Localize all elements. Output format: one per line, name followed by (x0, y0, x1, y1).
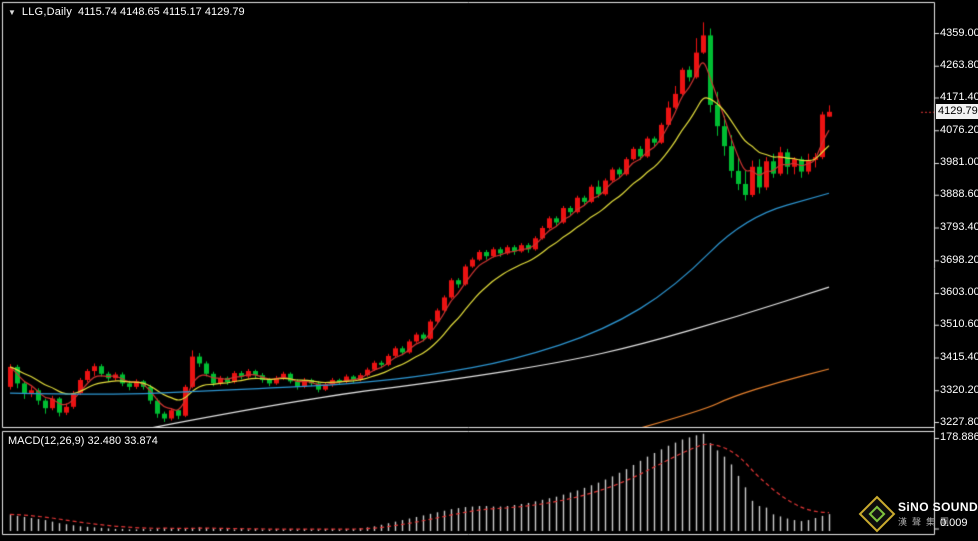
symbol-period-label: LLG,Daily (21, 6, 73, 18)
price-axis-label: 4263.80 (940, 59, 978, 72)
price-axis-label: 4359.00 (940, 26, 978, 39)
symbol-header: ▼ LLG,Daily 4115.74 4148.65 4115.17 4129… (8, 6, 245, 18)
price-axis-label: 4076.20 (940, 123, 978, 136)
ohlc-values: 4115.74 4148.65 4115.17 4129.79 (78, 6, 245, 18)
sino-sound-logo: SiNO SOUND 漢聲集團 (858, 492, 978, 536)
logo-brand-chinese: 漢聲集團 (898, 517, 955, 527)
logo-diamond-icon (858, 495, 896, 533)
price-axis-label: 3793.40 (940, 221, 978, 233)
price-axis-label: 3698.20 (940, 253, 978, 266)
price-axis[interactable]: 4359.00 4263.80 4171.40 4076.20 3981.00 3888.… (940, 0, 978, 541)
logo-brand-text: SiNO SOUND (898, 500, 978, 514)
price-axis-label: 3888.60 (940, 188, 978, 201)
price-axis-label: 3320.20 (940, 383, 978, 396)
price-axis-label: 3510.60 (940, 318, 978, 331)
price-axis-label: 3603.00 (940, 286, 978, 299)
current-price-tag: 4129.79 (936, 104, 978, 120)
macd-axis-min-label: 0.009 (940, 517, 968, 529)
macd-axis-max-label: 178.886 (940, 431, 978, 443)
collapse-triangle-icon[interactable]: ▼ (8, 7, 16, 17)
price-axis-label: 3415.40 (940, 350, 978, 363)
price-axis-label: 4171.40 (940, 91, 978, 103)
price-axis-label: 3227.80 (940, 415, 978, 428)
macd-indicator-label: MACD(12,26,9) 32.480 33.874 (8, 435, 158, 447)
price-axis-label: 3981.00 (940, 156, 978, 169)
